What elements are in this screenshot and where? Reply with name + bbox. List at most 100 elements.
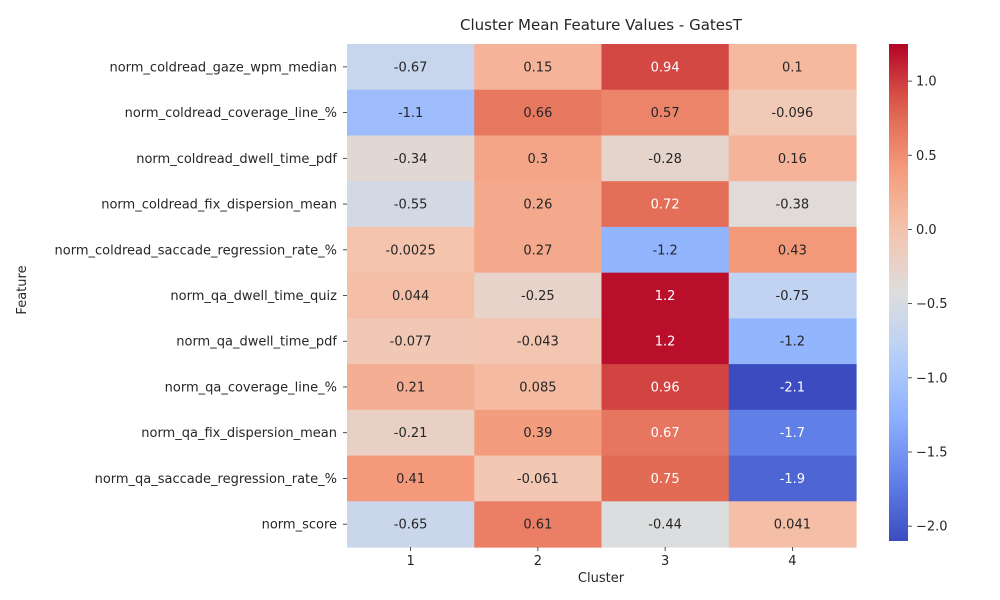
y-tick-label: norm_qa_dwell_time_pdf — [176, 335, 337, 350]
heatmap-cell — [474, 409, 603, 457]
heatmap-cell — [728, 318, 857, 365]
heatmap-cell — [474, 44, 603, 91]
heatmap-cell — [474, 364, 603, 411]
heatmap-cell — [474, 318, 603, 365]
y-tick-label: norm_coldread_coverage_line_% — [125, 106, 337, 121]
cell-value-label: -0.096 — [771, 106, 813, 121]
heatmap-cell — [601, 455, 730, 502]
cell-value-label: 0.041 — [774, 518, 811, 533]
colorbar-tick-label: −0.5 — [916, 297, 948, 312]
heatmap-cell — [347, 135, 475, 182]
heatmap-cell — [728, 44, 857, 91]
cell-value-label: 0.044 — [392, 289, 429, 304]
x-axis-label: Cluster — [578, 571, 625, 586]
heatmap-cell — [347, 364, 475, 411]
x-tick-label: 2 — [534, 554, 542, 569]
x-tick-label: 1 — [406, 554, 414, 569]
cell-value-label: 0.43 — [778, 243, 807, 258]
y-tick-label: norm_qa_dwell_time_quiz — [170, 289, 337, 304]
heatmap-cell — [347, 89, 475, 137]
cell-value-label: 0.26 — [523, 198, 552, 213]
colorbar-tick-label: 0.0 — [916, 223, 937, 238]
heatmap-cell — [601, 501, 730, 548]
heatmap-cell — [474, 181, 603, 228]
colorbar-tick-label: 0.5 — [916, 149, 937, 164]
y-tick-label: norm_coldread_saccade_regression_rate_% — [55, 243, 337, 258]
colorbar-tick-label: −2.0 — [916, 520, 948, 535]
cell-value-label: 0.94 — [651, 60, 680, 75]
heatmap-cell — [728, 364, 857, 411]
y-tick-label: norm_qa_coverage_line_% — [165, 380, 337, 395]
cell-value-label: -0.67 — [394, 60, 428, 75]
heatmap-cell — [347, 226, 475, 274]
heatmap-cell — [728, 409, 857, 457]
heatmap-cell — [474, 226, 603, 274]
cell-value-label: -0.25 — [521, 289, 555, 304]
heatmap-cell — [474, 135, 603, 182]
cell-value-label: -1.2 — [652, 243, 677, 258]
heatmap-cell — [474, 89, 603, 137]
cell-value-label: -2.1 — [780, 380, 805, 395]
heatmap-cell — [601, 89, 730, 137]
cell-value-label: -0.65 — [394, 518, 428, 533]
heatmap-cell — [728, 226, 857, 274]
heatmap-cell — [474, 272, 603, 319]
heatmap-cell — [728, 455, 857, 502]
cell-value-label: 0.27 — [523, 243, 552, 258]
cell-value-label: -0.28 — [648, 152, 682, 167]
cell-value-label: -0.34 — [394, 152, 428, 167]
cell-value-label: 0.66 — [523, 106, 552, 121]
cell-value-label: 0.61 — [523, 518, 552, 533]
cell-value-label: -0.75 — [776, 289, 810, 304]
x-tick-labels: 1 2 3 4 — [406, 547, 797, 569]
heatmap-cell — [347, 44, 475, 91]
heatmap-cell — [347, 409, 475, 457]
heatmap-cell — [601, 44, 730, 91]
cell-value-label: 0.41 — [396, 472, 425, 487]
cell-value-label: -0.077 — [390, 335, 432, 350]
cell-value-label: 0.72 — [651, 198, 680, 213]
heatmap-cell — [347, 272, 475, 319]
heatmap-cell — [601, 364, 730, 411]
cell-value-label: -1.7 — [780, 426, 805, 441]
colorbar-tick-label: −1.0 — [916, 371, 948, 386]
cell-value-label: 1.2 — [655, 289, 676, 304]
cell-value-label: -1.9 — [780, 472, 805, 487]
heatmap-cell — [347, 181, 475, 228]
cell-value-label: -0.043 — [517, 335, 559, 350]
heatmap-cell — [728, 181, 857, 228]
heatmap-cell — [474, 455, 603, 502]
y-tick-label: norm_coldread_gaze_wpm_median — [109, 60, 337, 75]
y-tick-label: norm_qa_saccade_regression_rate_% — [95, 472, 337, 487]
cell-value-label: 0.21 — [396, 380, 425, 395]
heatmap-cell — [601, 181, 730, 228]
y-axis-label: Feature — [15, 265, 30, 314]
cell-value-label: 0.57 — [651, 106, 680, 121]
colorbar-tick-label: −1.5 — [916, 445, 948, 460]
y-tick-label: norm_coldread_fix_dispersion_mean — [101, 198, 337, 213]
cell-value-label: -0.44 — [648, 518, 682, 533]
colorbar-tick-label: 1.0 — [916, 75, 937, 90]
y-tick-labels: norm_coldread_gaze_wpm_median norm_coldre… — [55, 60, 347, 533]
cell-value-label: 0.1 — [782, 60, 803, 75]
heatmap-cell — [728, 89, 857, 137]
colorbar-ticks: −2.0 −1.5 −1.0 −0.5 0.0 0.5 1.0 — [908, 75, 948, 535]
heatmap-cell — [601, 318, 730, 365]
cell-value-label: -0.21 — [394, 426, 428, 441]
heatmap-cell — [728, 135, 857, 182]
x-tick-label: 3 — [661, 554, 669, 569]
heatmap-cell — [728, 272, 857, 319]
cell-value-label: 0.16 — [778, 152, 807, 167]
cell-value-label: -0.55 — [394, 198, 428, 213]
heatmap-cell — [601, 409, 730, 457]
cell-value-label: 0.75 — [651, 472, 680, 487]
heatmap-cell — [601, 135, 730, 182]
heatmap-cells: -0.67 0.15 0.94 0.1 -1.1 0.66 0.57 -0.096 -0.34 0… — [347, 44, 857, 548]
cell-value-label: 1.2 — [655, 335, 676, 350]
cell-value-label: 0.15 — [523, 60, 552, 75]
cell-value-label: -0.061 — [517, 472, 559, 487]
cell-value-label: -1.2 — [780, 335, 805, 350]
chart-title: Cluster Mean Feature Values - GatesT — [460, 16, 743, 34]
heatmap-cell — [347, 501, 475, 548]
